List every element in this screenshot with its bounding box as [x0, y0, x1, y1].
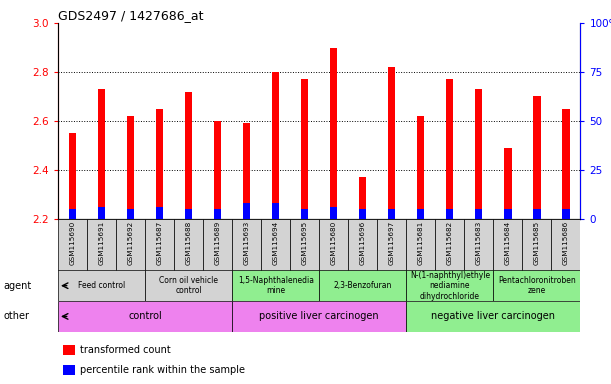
Bar: [319, 219, 348, 271]
Text: 1,5-Naphthalenedia
mine: 1,5-Naphthalenedia mine: [238, 276, 313, 295]
Bar: [319, 270, 406, 301]
Text: percentile rank within the sample: percentile rank within the sample: [80, 365, 245, 375]
Text: GSM115694: GSM115694: [273, 220, 279, 265]
Text: GSM115681: GSM115681: [418, 220, 424, 265]
Bar: [504, 209, 511, 219]
Bar: [58, 219, 87, 271]
Text: Feed control: Feed control: [78, 281, 125, 290]
Bar: [156, 109, 163, 219]
Bar: [262, 219, 290, 271]
Bar: [359, 209, 367, 219]
Text: negative liver carcinogen: negative liver carcinogen: [431, 311, 555, 321]
Bar: [406, 219, 435, 271]
Text: control: control: [128, 311, 162, 321]
Bar: [156, 207, 163, 219]
Bar: [493, 270, 580, 301]
Bar: [378, 219, 406, 271]
Text: GSM115693: GSM115693: [244, 220, 250, 265]
Bar: [348, 219, 377, 271]
Text: other: other: [3, 311, 29, 321]
Text: GSM115685: GSM115685: [534, 220, 540, 265]
Bar: [464, 219, 494, 271]
Bar: [58, 270, 145, 301]
Bar: [243, 123, 251, 219]
Bar: [435, 219, 464, 271]
Bar: [552, 219, 580, 271]
Bar: [446, 209, 453, 219]
Bar: [232, 301, 406, 332]
Text: GSM115689: GSM115689: [214, 220, 221, 265]
Text: GSM115682: GSM115682: [447, 220, 453, 265]
Text: Pentachloronitroben
zene: Pentachloronitroben zene: [498, 276, 576, 295]
Bar: [493, 219, 522, 271]
Bar: [330, 207, 337, 219]
Bar: [475, 89, 483, 219]
Bar: [388, 67, 395, 219]
Text: 2,3-Benzofuran: 2,3-Benzofuran: [334, 281, 392, 290]
Text: GSM115680: GSM115680: [331, 220, 337, 265]
Bar: [58, 301, 232, 332]
Bar: [185, 209, 192, 219]
Text: GSM115683: GSM115683: [476, 220, 482, 265]
Bar: [475, 209, 483, 219]
Bar: [290, 219, 320, 271]
Bar: [174, 219, 203, 271]
Bar: [330, 48, 337, 219]
Bar: [522, 219, 552, 271]
Text: transformed count: transformed count: [80, 345, 170, 355]
Bar: [406, 270, 493, 301]
Bar: [64, 365, 75, 375]
Bar: [504, 148, 511, 219]
Bar: [533, 209, 541, 219]
Text: GSM115697: GSM115697: [389, 220, 395, 265]
Bar: [272, 72, 279, 219]
Bar: [145, 270, 232, 301]
Text: positive liver carcinogen: positive liver carcinogen: [260, 311, 379, 321]
Bar: [98, 89, 105, 219]
Bar: [446, 79, 453, 219]
Bar: [232, 270, 319, 301]
Bar: [301, 209, 309, 219]
Bar: [232, 219, 262, 271]
Text: agent: agent: [3, 281, 31, 291]
Bar: [127, 116, 134, 219]
Text: GDS2497 / 1427686_at: GDS2497 / 1427686_at: [58, 9, 203, 22]
Text: Corn oil vehicle
control: Corn oil vehicle control: [159, 276, 218, 295]
Bar: [417, 116, 425, 219]
Bar: [562, 109, 569, 219]
Bar: [562, 209, 569, 219]
Bar: [145, 219, 174, 271]
Text: GSM115691: GSM115691: [98, 220, 104, 265]
Bar: [301, 79, 309, 219]
Bar: [185, 92, 192, 219]
Text: GSM115695: GSM115695: [302, 220, 308, 265]
Bar: [214, 209, 221, 219]
Text: GSM115692: GSM115692: [128, 220, 134, 265]
Bar: [533, 96, 541, 219]
Bar: [69, 133, 76, 219]
Bar: [127, 209, 134, 219]
Bar: [272, 203, 279, 219]
Text: GSM115696: GSM115696: [360, 220, 366, 265]
Bar: [243, 203, 251, 219]
Bar: [87, 219, 116, 271]
Text: GSM115687: GSM115687: [156, 220, 163, 265]
Bar: [64, 345, 75, 356]
Text: GSM115690: GSM115690: [70, 220, 76, 265]
Bar: [388, 209, 395, 219]
Bar: [359, 177, 367, 219]
Text: N-(1-naphthyl)ethyle
nediamine
dihydrochloride: N-(1-naphthyl)ethyle nediamine dihydroch…: [410, 271, 490, 301]
Bar: [116, 219, 145, 271]
Text: GSM115684: GSM115684: [505, 220, 511, 265]
Bar: [406, 301, 580, 332]
Text: GSM115686: GSM115686: [563, 220, 569, 265]
Bar: [417, 209, 425, 219]
Text: GSM115688: GSM115688: [186, 220, 192, 265]
Bar: [69, 209, 76, 219]
Bar: [203, 219, 232, 271]
Bar: [214, 121, 221, 219]
Bar: [98, 207, 105, 219]
